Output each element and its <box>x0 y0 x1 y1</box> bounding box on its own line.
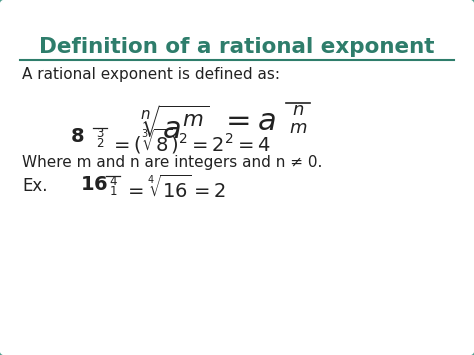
Text: $1$: $1$ <box>109 185 117 198</box>
Text: $2$: $2$ <box>96 137 104 150</box>
Text: $\mathbf{16}$: $\mathbf{16}$ <box>80 175 108 194</box>
Text: Where m and n are integers and n ≠ 0.: Where m and n are integers and n ≠ 0. <box>22 155 322 170</box>
Text: $= \sqrt[4]{16} = 2$: $= \sqrt[4]{16} = 2$ <box>124 175 226 202</box>
Text: $m$: $m$ <box>289 119 307 137</box>
Text: $\mathbf{8}$: $\mathbf{8}$ <box>70 127 84 146</box>
Text: $= (\sqrt[3]{8})^2 = 2^2 = 4$: $= (\sqrt[3]{8})^2 = 2^2 = 4$ <box>110 127 271 156</box>
Text: $4$: $4$ <box>109 175 118 188</box>
Text: Ex.: Ex. <box>22 177 47 195</box>
Text: $n$: $n$ <box>292 101 304 119</box>
Text: $\sqrt[n]{a^m}$: $\sqrt[n]{a^m}$ <box>140 107 210 146</box>
Text: $= a$: $= a$ <box>220 107 276 136</box>
Text: A rational exponent is defined as:: A rational exponent is defined as: <box>22 67 280 82</box>
Text: Definition of a rational exponent: Definition of a rational exponent <box>39 37 435 57</box>
Text: $3$: $3$ <box>96 127 104 140</box>
